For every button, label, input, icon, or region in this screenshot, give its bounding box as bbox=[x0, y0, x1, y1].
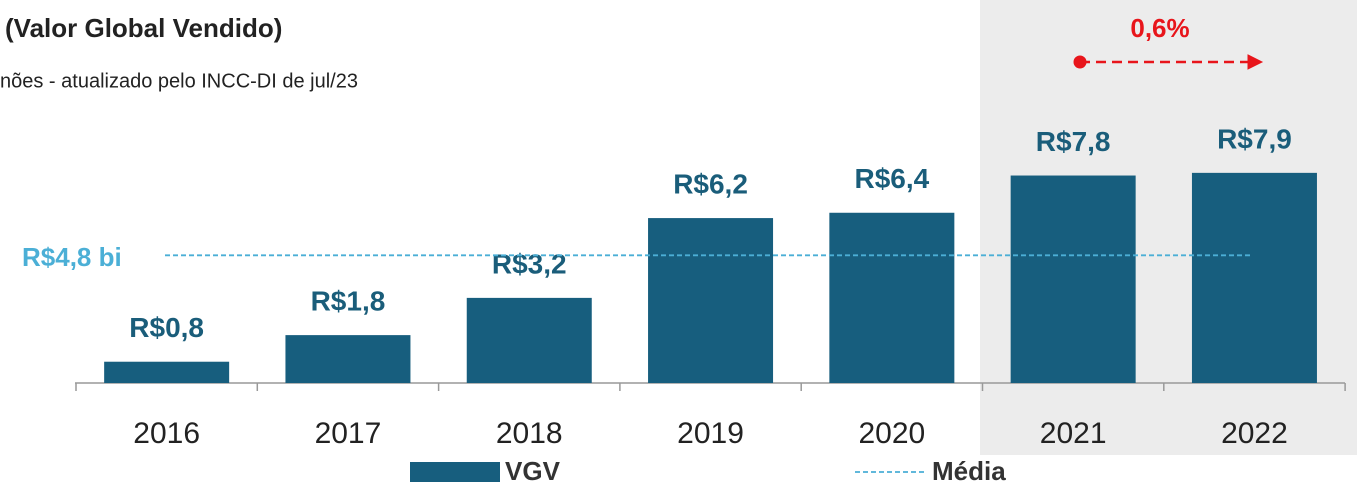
bar bbox=[1191, 172, 1317, 383]
annotation: 0,6% bbox=[1130, 13, 1189, 43]
chart-title: (Valor Global Vendido) bbox=[5, 13, 282, 43]
x-tick-label: 2016 bbox=[133, 417, 200, 450]
bar bbox=[829, 212, 955, 383]
x-tick-label: 2019 bbox=[677, 417, 744, 450]
legend-label: VGV bbox=[505, 456, 561, 486]
average-label: R$4,8 bi bbox=[22, 242, 122, 272]
x-tick-label: 2022 bbox=[1221, 417, 1288, 450]
bar bbox=[1010, 175, 1136, 383]
arrow-head bbox=[1247, 54, 1264, 70]
legend-swatch bbox=[410, 462, 500, 482]
value-label: R$3,2 bbox=[492, 248, 567, 279]
value-label: R$1,8 bbox=[311, 286, 386, 317]
bar bbox=[648, 218, 774, 383]
value-label: R$0,8 bbox=[129, 312, 204, 343]
value-label: R$7,8 bbox=[1036, 126, 1111, 157]
chart-subtitle: nões - atualizado pelo INCC-DI de jul/23 bbox=[0, 70, 358, 92]
legend-label: Média bbox=[932, 456, 1006, 486]
value-label: R$6,2 bbox=[673, 168, 748, 199]
value-label: R$6,4 bbox=[854, 163, 929, 194]
bar bbox=[466, 297, 592, 383]
x-tick-label: 2020 bbox=[858, 417, 925, 450]
value-label: R$7,9 bbox=[1217, 123, 1292, 154]
bar bbox=[285, 335, 411, 383]
x-tick-label: 2018 bbox=[496, 417, 563, 450]
x-tick-label: 2017 bbox=[315, 417, 382, 450]
bar bbox=[104, 361, 230, 383]
x-tick-label: 2021 bbox=[1040, 417, 1107, 450]
